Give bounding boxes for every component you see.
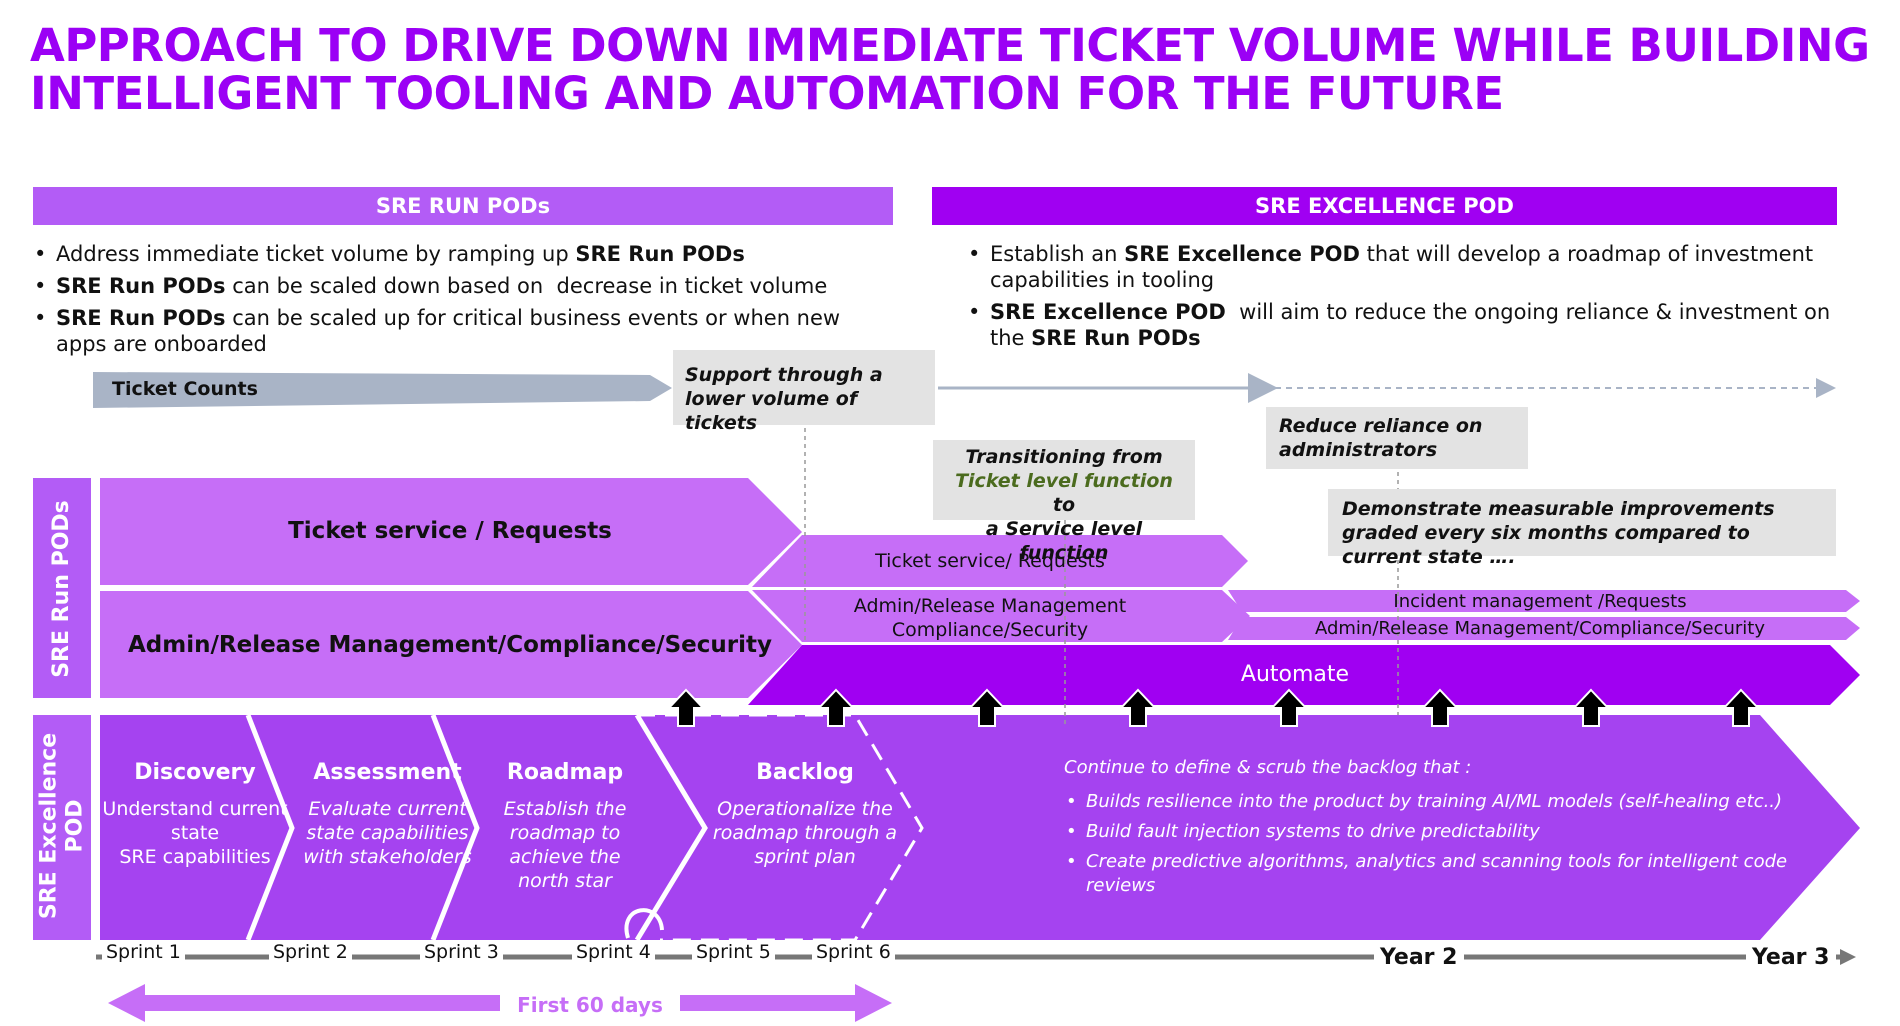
chevron-divider xyxy=(634,713,708,942)
phase-description: Operationalize the roadmap through a spr… xyxy=(712,798,898,868)
run-pods-bullet-list: Address immediate ticket volume by rampi… xyxy=(32,241,892,363)
admin-small-arrow xyxy=(752,590,1250,642)
year-2-label: Year 2 xyxy=(1374,945,1464,970)
ticket-service-main-arrow xyxy=(100,478,802,585)
up-arrow-icons xyxy=(666,688,1761,727)
loop-arrow-icon xyxy=(624,908,664,939)
automate-arrow xyxy=(748,645,1860,705)
excellence-side-line2: POD xyxy=(62,799,88,853)
automate-label: Automate xyxy=(1240,662,1350,687)
phase-title: Backlog xyxy=(756,760,854,785)
up-arrow-icon xyxy=(967,688,1007,727)
chevron-divider xyxy=(245,714,295,941)
incident-arrow xyxy=(1228,590,1860,612)
run-bullet: SRE Run PODs can be scaled up for critic… xyxy=(32,305,892,357)
sre-run-pods-header: SRE RUN PODs xyxy=(33,187,893,225)
run-bullet: Address immediate ticket volume by rampi… xyxy=(32,241,892,267)
run-pods-side-label: SRE Run PODs xyxy=(49,500,74,678)
excellence-pod-side-label: SRE Excellence POD xyxy=(37,714,89,939)
admin-main-label: Admin/Release Management/Compliance/Secu… xyxy=(128,632,772,658)
transition-mid: to xyxy=(1052,494,1076,516)
sprint-label: Sprint 1 xyxy=(102,941,185,963)
admin-long-arrow xyxy=(1228,617,1860,640)
excellence-pod-side-box xyxy=(33,715,91,940)
year-3-label: Year 3 xyxy=(1746,945,1836,970)
phase-roadmap: Roadmap Establish the roadmap to achieve… xyxy=(485,760,645,893)
transition-highlight: Ticket level function xyxy=(955,470,1173,492)
run-pods-side-box xyxy=(33,478,91,698)
up-arrow-icon xyxy=(816,688,856,727)
up-arrow-icon xyxy=(1721,688,1761,727)
phase-description: Evaluate current state capabilities with… xyxy=(303,798,472,868)
up-arrow-icon xyxy=(1118,688,1158,727)
transition-prefix: Transitioning from xyxy=(965,446,1163,468)
admin-small-line1: Admin/Release Management xyxy=(853,595,1127,617)
timeline-end-arrow-icon xyxy=(1840,949,1856,965)
support-callout: Support through a lower volume of ticket… xyxy=(673,350,935,434)
run-bullet: SRE Run PODs can be scaled down based on… xyxy=(32,273,892,299)
admin-small-label: Admin/Release Management Compliance/Secu… xyxy=(790,594,1190,642)
admin-small-line2: Compliance/Security xyxy=(891,619,1089,641)
continue-list: Builds resilience into the product by tr… xyxy=(1064,790,1844,898)
up-arrow-icon xyxy=(1420,688,1460,727)
sre-excellence-pod-header: SRE EXCELLENCE POD xyxy=(932,187,1837,225)
up-arrow-icon xyxy=(1571,688,1611,727)
continue-backlog-text: Continue to define & scrub the backlog t… xyxy=(1064,756,1844,904)
ticket-counts-arrow xyxy=(93,372,672,408)
excellence-bullet: SRE Excellence POD will aim to reduce th… xyxy=(966,299,1836,351)
excellence-side-line1: SRE Excellence xyxy=(36,732,62,920)
continue-item: Builds resilience into the product by tr… xyxy=(1064,790,1844,814)
excellence-pod-bullet-list: Establish an SRE Excellence POD that wil… xyxy=(966,241,1836,357)
ticket-counts-label: Ticket Counts xyxy=(112,378,258,400)
phase-assessment: Assessment Evaluate current state capabi… xyxy=(295,760,480,869)
continue-item: Create predictive algorithms, analytics … xyxy=(1064,850,1844,898)
reduce-reliance-callout: Reduce reliance on administrators xyxy=(1266,407,1528,469)
sprint-label: Sprint 5 xyxy=(692,941,775,963)
ticket-service-small-label: Ticket service/ Requests xyxy=(875,550,1105,572)
ticket-service-main-label: Ticket service / Requests xyxy=(288,518,612,544)
continue-intro: Continue to define & scrub the backlog t… xyxy=(1064,757,1472,778)
admin-long-label: Admin/Release Management/Compliance/Secu… xyxy=(1314,618,1766,639)
phase-description: Establish the roadmap to achieve the nor… xyxy=(503,798,627,892)
sprint-label: Sprint 6 xyxy=(812,941,895,963)
ticket-service-small-arrow xyxy=(752,535,1248,587)
chevron-divider xyxy=(430,714,480,941)
continue-item: Build fault injection systems to drive p… xyxy=(1064,820,1844,844)
demonstrate-callout: Demonstrate measurable improvements grad… xyxy=(1328,489,1836,568)
incident-label: Incident management /Requests xyxy=(1393,591,1687,612)
up-arrow-icon xyxy=(1269,688,1309,727)
phase-discovery: Discovery Understand current state SRE c… xyxy=(100,760,290,869)
admin-main-arrow xyxy=(100,591,802,698)
transition-callout: Transitioning from Ticket level function… xyxy=(933,440,1195,564)
excellence-bullet: Establish an SRE Excellence POD that wil… xyxy=(966,241,1836,293)
phase-backlog: Backlog Operationalize the roadmap throu… xyxy=(700,760,910,869)
page-title: APPROACH TO DRIVE DOWN IMMEDIATE TICKET … xyxy=(30,19,1870,120)
sprint-label: Sprint 3 xyxy=(420,941,503,963)
backlog-dashed-border xyxy=(637,713,924,942)
up-arrow-icon xyxy=(666,688,706,727)
sprint-label: Sprint 4 xyxy=(572,941,655,963)
transition-suffix: a Service level function xyxy=(985,518,1143,564)
phase-description: Understand current state SRE capabilitie… xyxy=(102,798,288,868)
first-60-days-label: First 60 days xyxy=(500,993,680,1017)
phase-title: Assessment xyxy=(313,760,462,785)
sprint-label: Sprint 2 xyxy=(269,941,352,963)
phase-title: Roadmap xyxy=(506,760,624,785)
phase-title: Discovery xyxy=(134,760,256,785)
